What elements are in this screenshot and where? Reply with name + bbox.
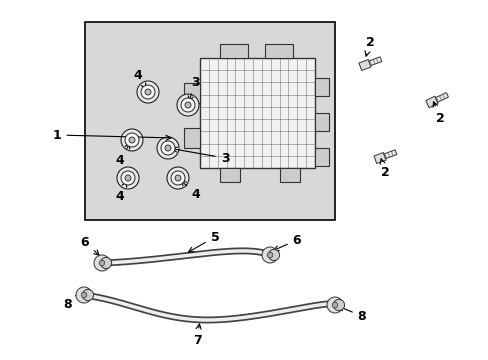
- Circle shape: [171, 171, 184, 185]
- Bar: [200, 58, 314, 168]
- Bar: [314, 113, 328, 131]
- Text: 2: 2: [432, 102, 444, 125]
- Circle shape: [82, 289, 93, 301]
- Bar: [373, 153, 386, 163]
- Circle shape: [76, 287, 92, 303]
- Bar: [85, 22, 334, 220]
- Bar: [183, 83, 200, 103]
- Text: 4: 4: [115, 143, 130, 166]
- Bar: [280, 168, 299, 182]
- Text: 1: 1: [53, 129, 171, 141]
- Circle shape: [137, 81, 159, 103]
- Bar: [220, 168, 240, 182]
- Circle shape: [121, 129, 142, 151]
- Bar: [314, 148, 328, 166]
- Circle shape: [266, 252, 272, 258]
- Circle shape: [157, 137, 179, 159]
- Circle shape: [164, 145, 171, 151]
- Circle shape: [177, 94, 199, 116]
- Text: 4: 4: [133, 68, 145, 89]
- Bar: [264, 44, 292, 58]
- Circle shape: [331, 302, 337, 308]
- Circle shape: [184, 102, 191, 108]
- Circle shape: [262, 247, 278, 263]
- Text: 3: 3: [188, 76, 199, 101]
- Circle shape: [125, 175, 131, 181]
- Bar: [368, 57, 381, 66]
- Circle shape: [167, 167, 189, 189]
- Text: 4: 4: [115, 182, 126, 202]
- Bar: [383, 150, 396, 159]
- Text: 8: 8: [63, 294, 81, 311]
- Bar: [425, 96, 437, 108]
- Text: 8: 8: [338, 306, 366, 323]
- Text: 2: 2: [379, 159, 388, 179]
- Text: 6: 6: [273, 234, 301, 251]
- Bar: [358, 59, 370, 71]
- Circle shape: [117, 167, 139, 189]
- Text: 7: 7: [192, 324, 201, 346]
- Text: 4: 4: [181, 181, 200, 201]
- Circle shape: [129, 137, 135, 143]
- Text: 5: 5: [188, 230, 219, 252]
- Circle shape: [141, 85, 155, 99]
- Circle shape: [333, 300, 344, 311]
- Bar: [314, 78, 328, 96]
- Circle shape: [99, 260, 104, 266]
- Circle shape: [181, 98, 195, 112]
- Circle shape: [121, 171, 135, 185]
- Circle shape: [100, 257, 111, 269]
- Bar: [220, 44, 247, 58]
- Circle shape: [81, 292, 87, 298]
- Text: 3: 3: [172, 147, 229, 165]
- Circle shape: [94, 255, 110, 271]
- Circle shape: [145, 89, 151, 95]
- Text: 6: 6: [81, 235, 99, 255]
- Circle shape: [175, 175, 181, 181]
- Circle shape: [125, 133, 139, 147]
- Bar: [435, 93, 447, 102]
- Circle shape: [326, 297, 342, 313]
- Circle shape: [161, 141, 175, 155]
- Text: 2: 2: [364, 36, 374, 56]
- Bar: [183, 128, 200, 148]
- Circle shape: [268, 249, 279, 261]
